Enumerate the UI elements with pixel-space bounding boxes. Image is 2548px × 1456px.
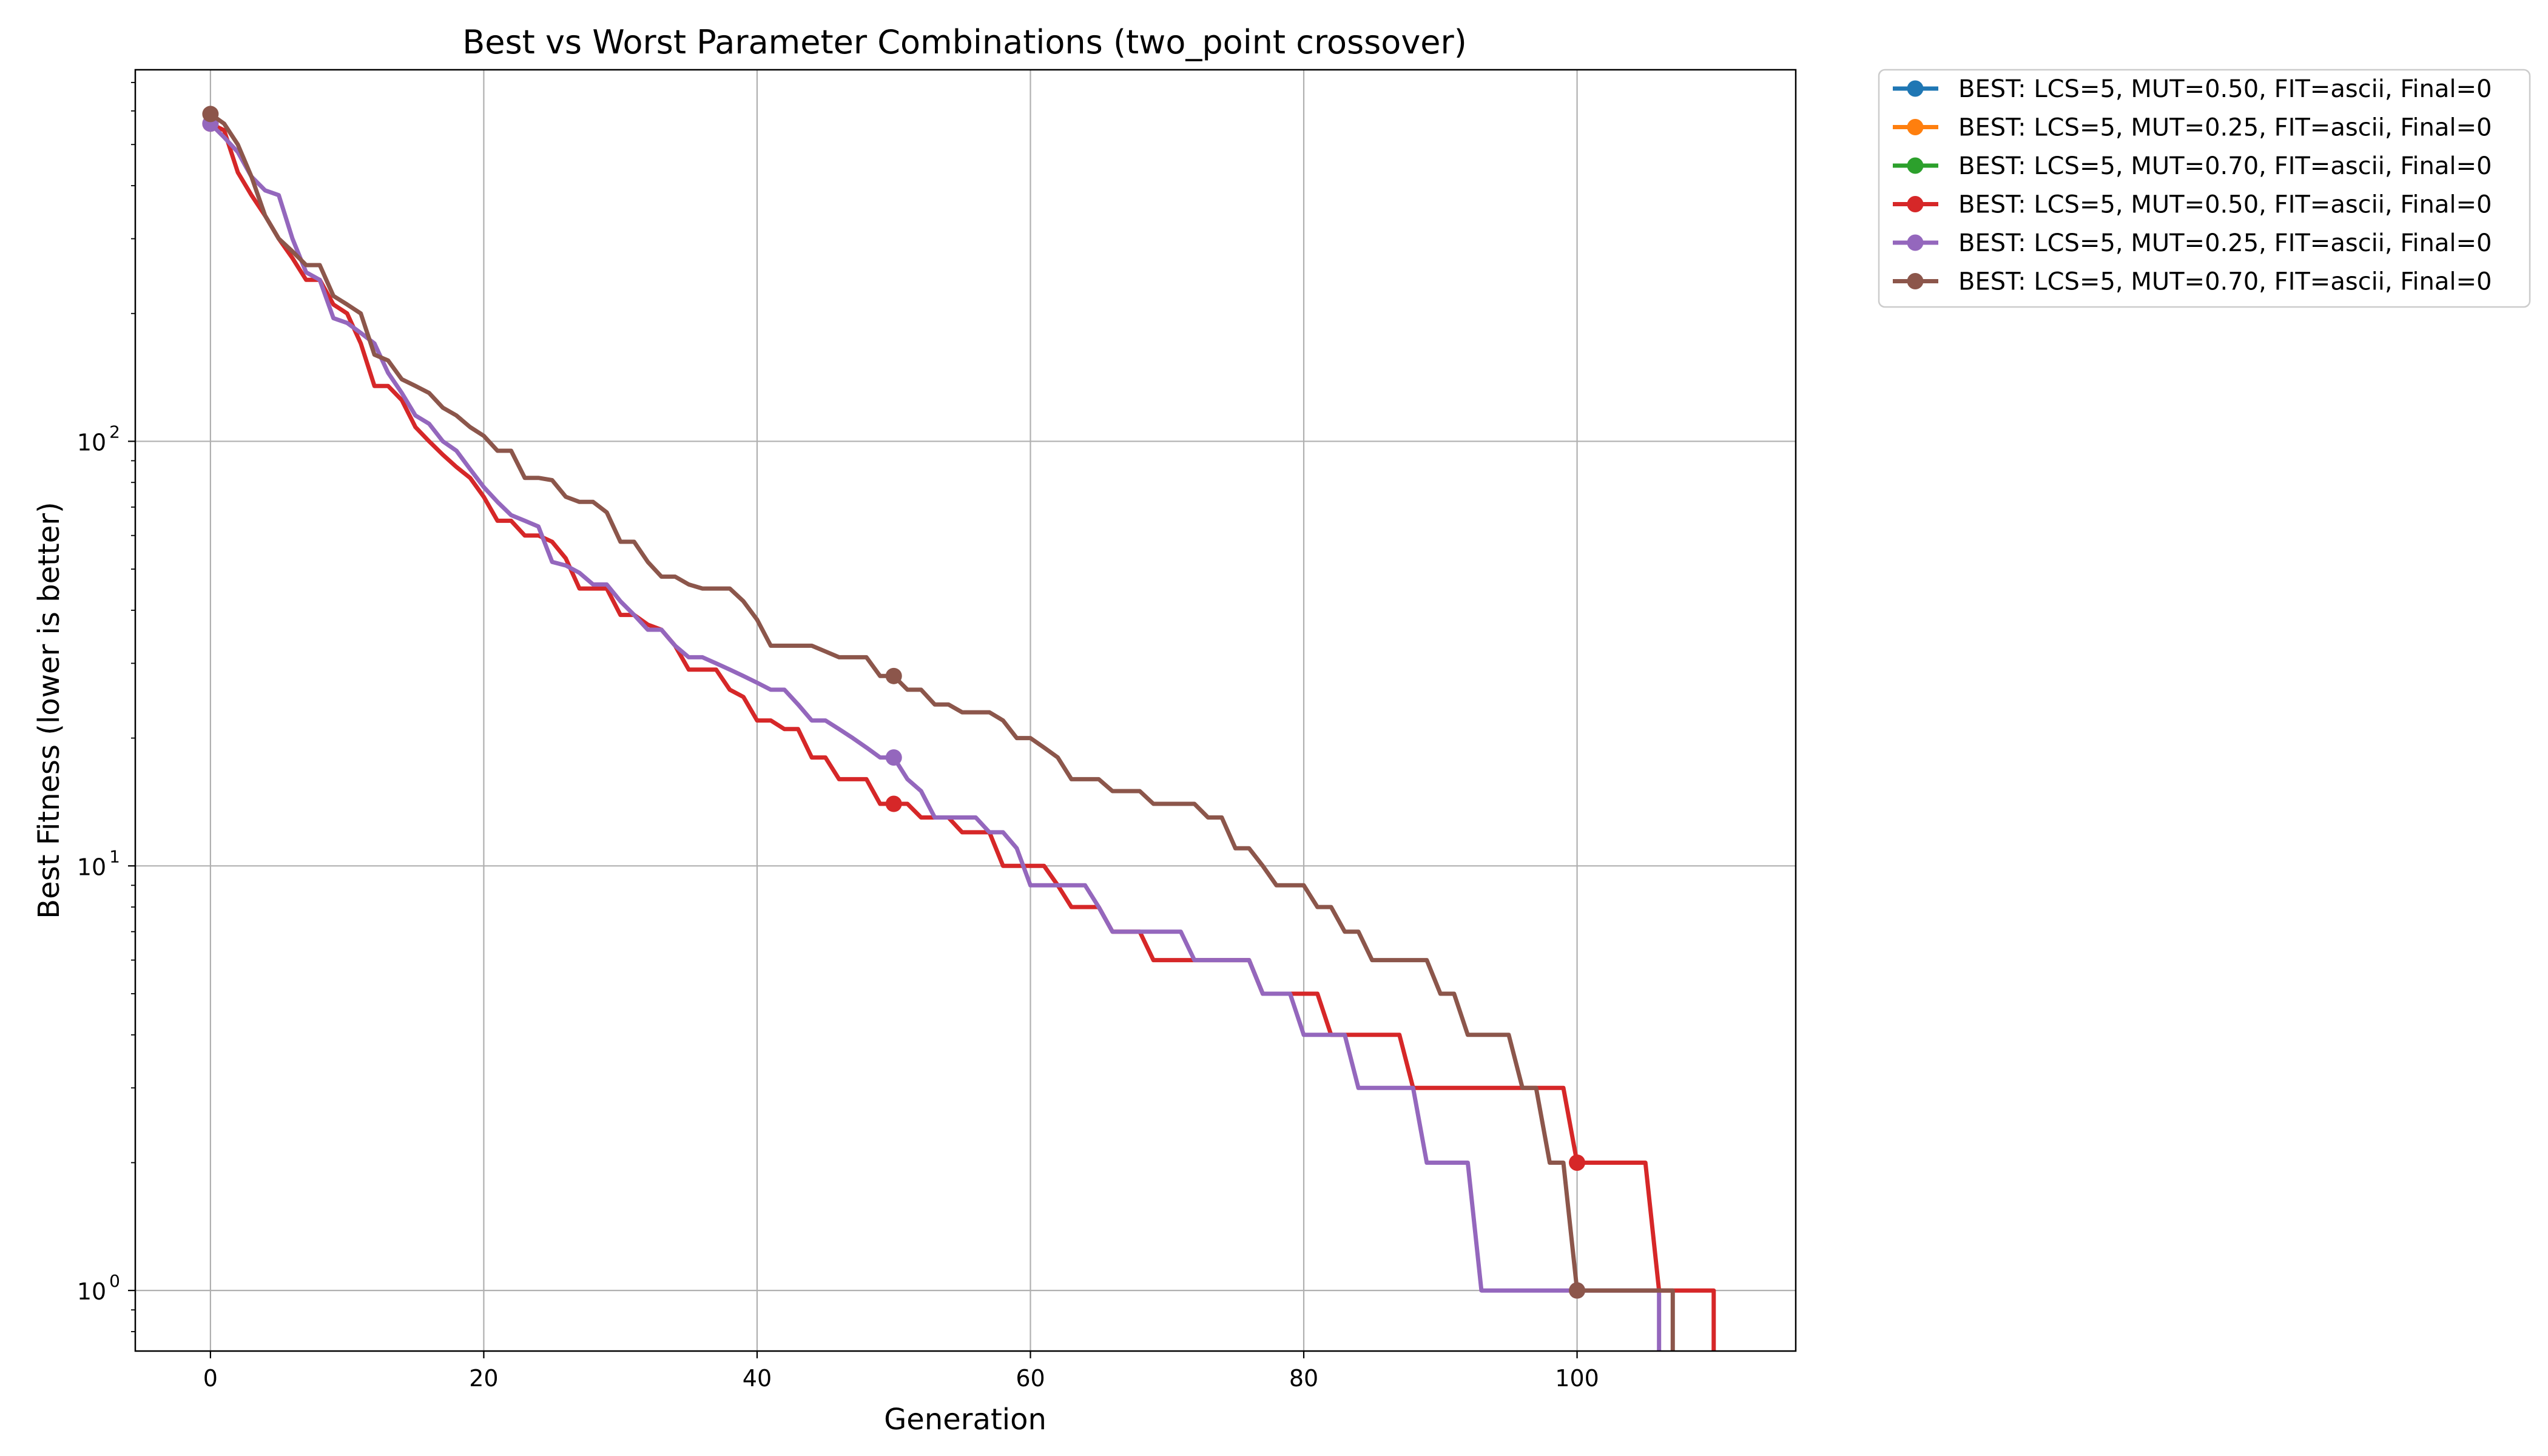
series-line [209,112,1675,1351]
x-axis-label: Generation [884,1403,1046,1437]
series-line [209,121,1716,1351]
x-tick-label: 80 [1289,1365,1318,1392]
y-axis-label: Best Fitness (lower is better) [32,502,66,919]
legend-entry: BEST: LCS=5, MUT=0.50, FIT=ascii, Final=… [1893,191,2492,219]
x-axis: 0 20 40 60 80 100 [203,1351,1599,1392]
legend-label: BEST: LCS=5, MUT=0.50, FIT=ascii, Final=… [1958,75,2492,103]
series-marker [202,106,219,123]
legend-entries: BEST: LCS=5, MUT=0.50, FIT=ascii, Final=… [1893,75,2492,296]
plot-frame [134,69,1797,1352]
series-marker [885,749,902,766]
legend-marker [1907,157,1924,174]
y-tick-label-exponent: 2 [109,422,120,442]
y-tick-label-exponent: 0 [109,1271,120,1291]
legend-entry: BEST: LCS=5, MUT=0.25, FIT=ascii, Final=… [1893,229,2492,257]
legend-entry: BEST: LCS=5, MUT=0.25, FIT=ascii, Final=… [1893,114,2492,142]
legend-marker [1907,80,1924,97]
series-marker [1569,1154,1586,1171]
y-tick-label: 10 [77,854,106,880]
legend-entry: BEST: LCS=5, MUT=0.50, FIT=ascii, Final=… [1893,75,2492,103]
y-tick-label-exponent: 1 [109,846,120,866]
chart-title: Best vs Worst Parameter Combinations (tw… [462,23,1467,61]
legend-marker [1907,234,1924,251]
legend-entry: BEST: LCS=5, MUT=0.70, FIT=ascii, Final=… [1893,268,2492,296]
series-6 [202,106,1675,1351]
legend-label: BEST: LCS=5, MUT=0.70, FIT=ascii, Final=… [1958,152,2492,180]
series-marker [885,795,902,812]
y-tick-label: 10 [77,1278,106,1305]
legend: BEST: LCS=5, MUT=0.50, FIT=ascii, Final=… [1878,69,2531,308]
y-tick-label: 10 [77,429,106,456]
x-tick-label: 60 [1016,1365,1045,1392]
x-tick-label: 100 [1555,1365,1599,1392]
legend-frame [1878,69,2531,308]
series-marker [885,667,902,684]
legend-marker [1907,119,1924,135]
x-tick-label: 0 [203,1365,218,1392]
x-tick-label: 20 [469,1365,498,1392]
series-line [209,122,1662,1351]
series-marker [1569,1282,1586,1299]
x-tick-label: 40 [743,1365,772,1392]
series-layer [202,106,1716,1351]
legend-marker [1907,196,1924,212]
legend-entry: BEST: LCS=5, MUT=0.70, FIT=ascii, Final=… [1893,152,2492,180]
legend-label: BEST: LCS=5, MUT=0.50, FIT=ascii, Final=… [1958,191,2492,219]
legend-label: BEST: LCS=5, MUT=0.25, FIT=ascii, Final=… [1958,229,2492,257]
legend-label: BEST: LCS=5, MUT=0.25, FIT=ascii, Final=… [1958,114,2492,142]
legend-label: BEST: LCS=5, MUT=0.70, FIT=ascii, Final=… [1958,268,2492,296]
legend-marker [1907,273,1924,289]
